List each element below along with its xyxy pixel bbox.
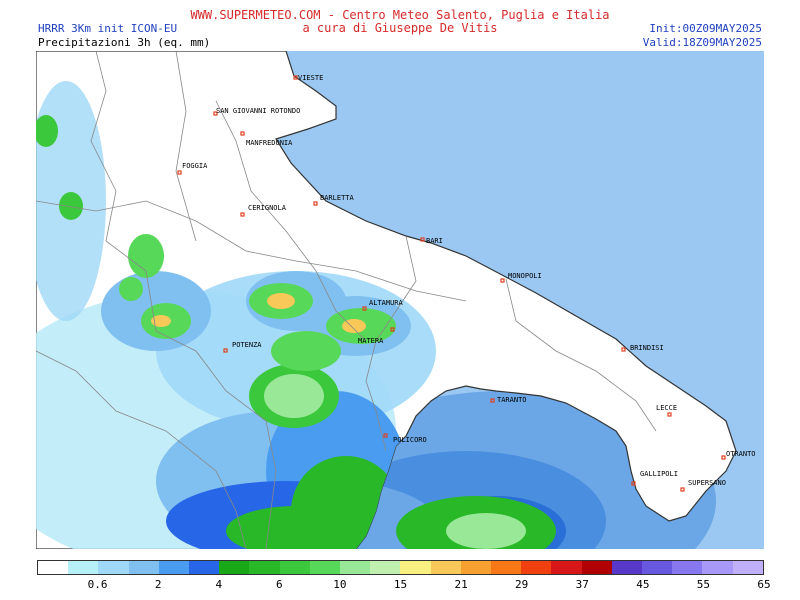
legend-swatch [672, 561, 703, 574]
legend-label: 6 [276, 578, 283, 591]
city-label: MANFREDONIA [246, 139, 293, 147]
city-label: MATERA [358, 337, 384, 345]
sea-precip [396, 496, 556, 549]
legend-swatch [732, 561, 763, 574]
legend-label: 65 [757, 578, 771, 591]
precipitation-map: VIESTE SAN GIOVANNI ROTONDO MANFREDONIA … [36, 51, 764, 549]
legend-swatch [460, 561, 492, 574]
legend-swatch [68, 561, 99, 574]
init-time: Init:00Z09MAY2025 [649, 22, 762, 35]
legend-swatch [642, 561, 673, 574]
province-borders [36, 51, 657, 549]
legend-label: 15 [393, 578, 408, 591]
city-label: OTRANTO [726, 450, 756, 458]
legend-swatch [249, 561, 280, 574]
parameter-label: Precipitazioni 3h (eq. mm) [38, 36, 211, 49]
legend-swatch [128, 561, 159, 574]
legend-label: 21 [454, 578, 468, 591]
city-label: SAN GIOVANNI ROTONDO [216, 107, 300, 115]
precip-fields [36, 81, 436, 549]
legend-swatch [702, 561, 733, 574]
city-label: FOGGIA [182, 162, 208, 170]
legend-swatch [611, 561, 643, 574]
legend-labels: 0.6 2 4 6 10 15 21 29 37 45 55 65 [37, 578, 771, 592]
city-label: LECCE [656, 404, 677, 412]
legend-label: 0.6 [87, 578, 108, 591]
city-label: SUPERSANO [688, 479, 726, 487]
legend-swatch [581, 561, 612, 574]
legend-swatch [309, 561, 341, 574]
city-labels: VIESTE SAN GIOVANNI ROTONDO MANFREDONIA … [182, 74, 756, 487]
city-label: BRINDISI [630, 344, 664, 352]
city-markers [177, 75, 726, 492]
legend-swatch [521, 561, 552, 574]
legend-label: 37 [575, 578, 589, 591]
site-title: WWW.SUPERMETEO.COM - Centro Meteo Salent… [190, 8, 610, 22]
legend-swatch [340, 561, 371, 574]
city-label: POLICORO [393, 436, 427, 444]
legend-swatch [551, 561, 582, 574]
legend-swatch [279, 561, 310, 574]
city-label: MONOPOLI [508, 272, 542, 280]
city-label: VIESTE [298, 74, 323, 82]
valid-time: Valid:18Z09MAY2025 [642, 36, 762, 49]
legend-swatch [400, 561, 431, 574]
legend-label: 2 [154, 578, 162, 591]
legend-swatch [38, 561, 69, 574]
city-label: TARANTO [497, 396, 527, 404]
legend-swatch [430, 561, 461, 574]
legend-swatch [189, 561, 220, 574]
model-label: HRRR 3Km init ICON-EU [38, 22, 178, 35]
city-label: ALTAMURA [369, 299, 404, 307]
legend-swatch [98, 561, 129, 574]
legend-label: 10 [333, 578, 347, 591]
legend-label: 4 [215, 578, 223, 591]
legend-swatch [219, 561, 250, 574]
city-label: BARLETTA [320, 194, 355, 202]
legend-swatch [158, 561, 190, 574]
credit-line: a cura di Giuseppe De Vitis [302, 21, 498, 35]
city-label: CERIGNOLA [248, 204, 287, 212]
city-label: GALLIPOLI [640, 470, 678, 478]
legend-swatch [370, 561, 401, 574]
legend-label: 29 [515, 578, 529, 591]
legend-label: 45 [636, 578, 650, 591]
legend-label: 55 [696, 578, 711, 591]
city-label: BARI [426, 237, 443, 245]
legend-swatch [491, 561, 522, 574]
city-label: POTENZA [232, 341, 262, 349]
legend-color-bar [37, 560, 764, 575]
